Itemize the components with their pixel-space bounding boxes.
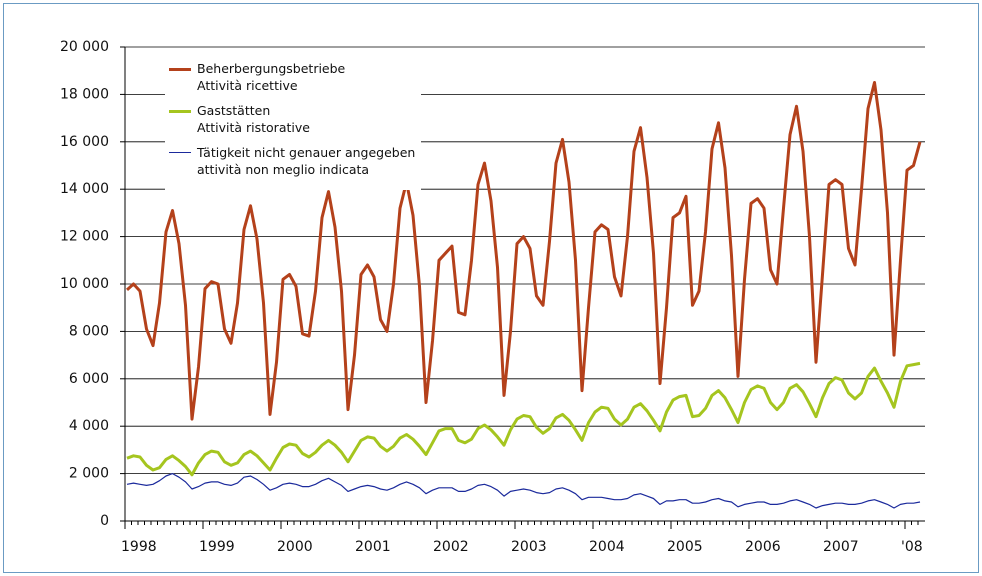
x-tick-label: 2000 — [277, 539, 313, 555]
y-tick-label: 6 000 — [69, 371, 109, 387]
x-tick-label: 2005 — [667, 539, 703, 555]
y-tick-label: 0 — [100, 513, 109, 529]
legend: Beherbergungsbetriebe Attività ricettive… — [165, 58, 422, 190]
y-tick-label: 4 000 — [69, 418, 109, 434]
y-tick-label: 8 000 — [69, 323, 109, 339]
y-tick-label: 20 000 — [60, 39, 109, 55]
x-tick-label: 1999 — [199, 539, 235, 555]
legend-swatch — [169, 110, 191, 113]
y-tick-label: 2 000 — [69, 466, 109, 482]
series-line — [126, 473, 921, 509]
x-tick-label: 1998 — [121, 539, 157, 555]
lines — [125, 81, 922, 509]
legend-swatch — [169, 152, 191, 154]
y-tick-label: 10 000 — [60, 276, 109, 292]
y-tick-label: 12 000 — [60, 229, 109, 245]
axes: 0 2 000 4 000 6 000 8 000 10 000 12 000 14 000 1… — [60, 39, 925, 555]
legend-label: Beherbergungsbetriebe Attività ricettive — [197, 61, 346, 93]
legend-item: Tätigkeit nicht genauer angegeben attivi… — [169, 144, 415, 178]
legend-label: Tätigkeit nicht genauer angegeben attivi… — [197, 145, 416, 177]
legend-item: Beherbergungsbetriebe Attività ricettive — [169, 60, 415, 94]
x-tick-label: 2007 — [823, 539, 859, 555]
x-tick-label: '08 — [901, 539, 923, 555]
legend-item: Gaststätten Attività ristorative — [169, 102, 415, 136]
x-tick-label: 2002 — [433, 539, 469, 555]
series-line — [125, 81, 922, 421]
legend-label: Gaststätten Attività ristorative — [197, 103, 310, 135]
series-line — [126, 361, 921, 477]
y-tick-label: 16 000 — [60, 134, 109, 150]
y-tick-label: 14 000 — [60, 181, 109, 197]
x-tick-label: 2004 — [589, 539, 625, 555]
x-tick-label: 2006 — [745, 539, 781, 555]
x-tick-label: 2001 — [355, 539, 391, 555]
legend-swatch — [169, 68, 191, 71]
frame — [3, 3, 979, 573]
y-tick-label: 18 000 — [60, 86, 109, 102]
x-tick-label: 2003 — [511, 539, 547, 555]
